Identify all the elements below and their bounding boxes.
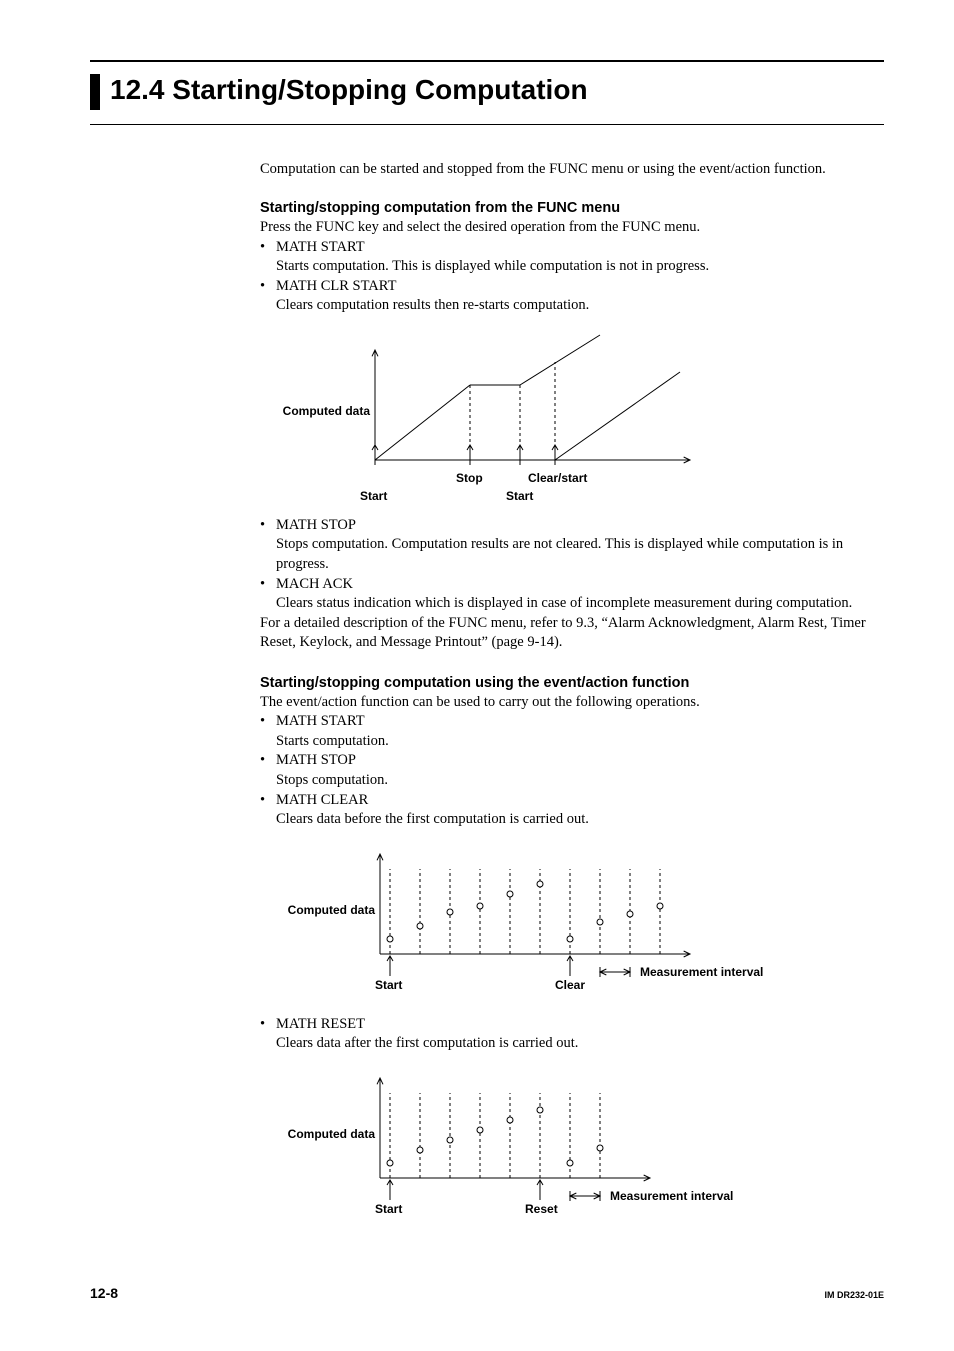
svg-text:Start: Start [506,489,533,500]
bullet-body: Starts computation. This is displayed wh… [276,257,884,277]
func-tail: For a detailed description of the FUNC m… [260,614,884,653]
bullet-title: MATH CLEAR [276,792,368,808]
svg-text:Measurement interval: Measurement interval [640,965,763,979]
diagram-start-stop: Computed data Start Stop Start Clear/start [270,330,884,500]
svg-text:Stop: Stop [456,471,483,485]
bullet-body: Clears data after the first computation … [276,1034,884,1054]
svg-text:Measurement interval: Measurement interval [610,1189,733,1203]
bullet-body: Clears status indication which is displa… [276,594,884,614]
diagram-reset: Computed data Start Reset Measurement inter… [270,1068,884,1223]
svg-text:Clear/start: Clear/start [528,471,587,485]
doc-id: IM DR232-01E [824,1290,884,1300]
bullet-mach-ack: • MACH ACK Clears status indication whic… [260,575,884,614]
section-title: 12.4 Starting/Stopping Computation [110,74,588,106]
bullet-title: MACH ACK [276,576,353,592]
bullet2-math-reset: • MATH RESET Clears data after the first… [260,1015,884,1054]
subheading-func: Starting/stopping computation from the F… [260,200,884,216]
diagram3-svg: Computed data Start Reset Measurement inter… [270,1068,750,1223]
subheading-event: Starting/stopping computation using the … [260,675,884,691]
diagram1-svg: Computed data Start Stop Start Clear/start [270,330,710,500]
svg-text:Computed data: Computed data [288,1127,376,1141]
bullet-body: Stops computation. Computation results a… [276,535,884,574]
svg-text:Computed data: Computed data [283,404,371,418]
bullet-body: Clears computation results then re-start… [276,296,884,316]
bullet2-math-clear: • MATH CLEAR Clears data before the firs… [260,791,884,830]
svg-text:Start: Start [375,978,402,992]
svg-text:Computed data: Computed data [288,903,376,917]
bullet2-math-stop: • MATH STOP Stops computation. [260,751,884,790]
bullet-title: MATH START [276,713,365,729]
svg-text:Reset: Reset [525,1202,558,1216]
bullet2-math-start: • MATH START Starts computation. [260,712,884,751]
bullet-title: MATH STOP [276,517,356,533]
page-number: 12-8 [90,1285,118,1301]
svg-text:Start: Start [375,1202,402,1216]
diagram-clear: Computed data Start Clear Measurement inter… [270,844,884,999]
svg-text:Start: Start [360,489,387,500]
bullet-title: MATH CLR START [276,278,396,294]
bullet-math-stop: • MATH STOP Stops computation. Computati… [260,516,884,575]
bullet-title: MATH START [276,239,365,255]
bullet-body: Clears data before the first computation… [276,810,884,830]
title-bar [90,74,100,110]
bullet-body: Stops computation. [276,771,884,791]
intro-text: Computation can be started and stopped f… [260,161,884,178]
bullet-math-clr-start: • MATH CLR START Clears computation resu… [260,277,884,316]
svg-text:Clear: Clear [555,978,585,992]
section-title-row: 12.4 Starting/Stopping Computation [90,74,884,125]
event-lead: The event/action function can be used to… [260,693,884,713]
bullet-math-start: • MATH START Starts computation. This is… [260,238,884,277]
func-lead: Press the FUNC key and select the desire… [260,218,884,238]
diagram2-svg: Computed data Start Clear Measurement inter… [270,844,770,999]
page-footer: 12-8 IM DR232-01E [90,1285,884,1301]
bullet-title: MATH RESET [276,1016,365,1032]
bullet-title: MATH STOP [276,752,356,768]
bullet-body: Starts computation. [276,732,884,752]
